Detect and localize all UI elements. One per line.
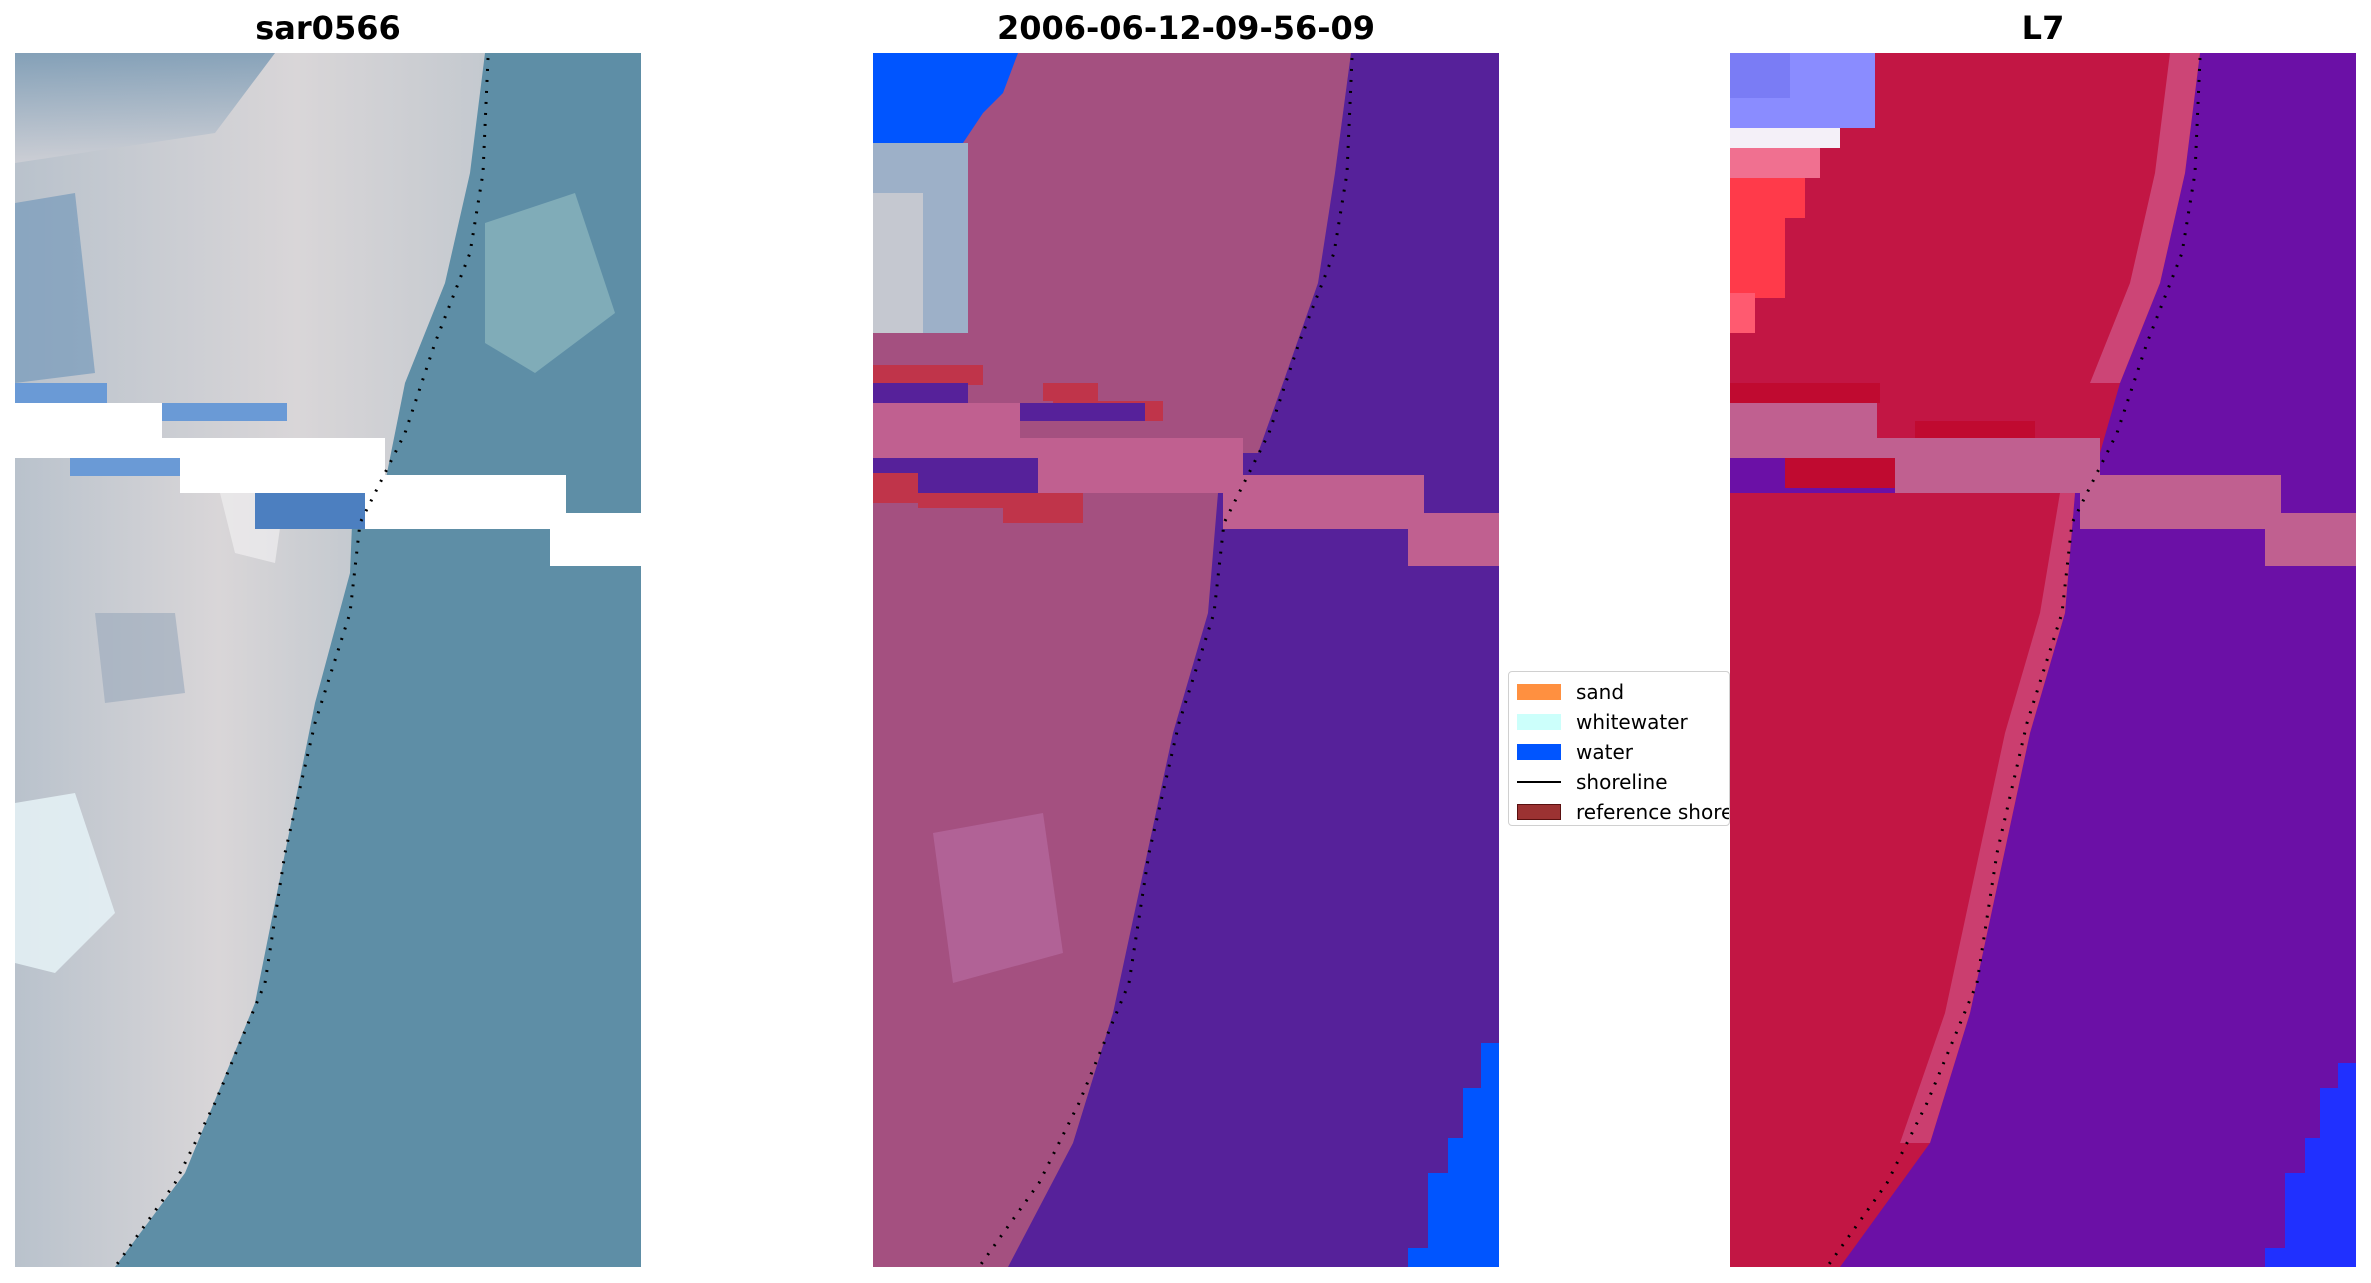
legend-item-sand: sand: [1517, 680, 1624, 704]
index-image-panel: [1730, 53, 2356, 1267]
legend-swatch-water: [1517, 744, 1561, 760]
water-class-area-lower: [1408, 1043, 1499, 1267]
legend-label: whitewater: [1576, 710, 1688, 734]
legend-swatch-reference-shoreline: [1517, 804, 1561, 820]
nodata-band: [15, 403, 641, 566]
legend-swatch-whitewater: [1517, 714, 1561, 730]
legend-label: shoreline: [1576, 770, 1668, 794]
panel-title-classified: 2006-06-12-09-56-09: [996, 9, 1376, 47]
legend-item-water: water: [1517, 740, 1633, 764]
legend-label: reference shoreline: [1576, 800, 1729, 824]
rgb-image-panel: [15, 53, 641, 1267]
shoreline-dotted: [1825, 57, 2202, 1267]
shoreline-dotted: [977, 57, 1354, 1267]
index-land-lower: [1730, 493, 2075, 1267]
legend-label: sand: [1576, 680, 1625, 704]
panel-title-index: L7: [2021, 9, 2065, 47]
legend-swatch-sand: [1517, 684, 1561, 700]
nodata-band: [873, 403, 1499, 566]
legend-swatch-shoreline: [1517, 781, 1561, 783]
legend-item-reference-shoreline: reference shoreline: [1517, 800, 1729, 824]
shoreline-dotted: [113, 57, 490, 1267]
legend: sand whitewater water shoreline referenc…: [1508, 671, 1730, 826]
index-land-upper: [1730, 53, 2200, 453]
index-water-strong: [2265, 1063, 2356, 1267]
classified-image-panel: [873, 53, 1499, 1267]
legend-item-whitewater: whitewater: [1517, 710, 1688, 734]
legend-item-shoreline: shoreline: [1517, 770, 1668, 794]
legend-label: water: [1576, 740, 1633, 764]
nodata-band: [1730, 403, 2356, 566]
panel-title-rgb: sar0566: [255, 9, 401, 47]
water-class-area: [873, 53, 1018, 143]
classified-sand-upper: [873, 53, 1351, 453]
sand-area-upper: [15, 53, 485, 483]
